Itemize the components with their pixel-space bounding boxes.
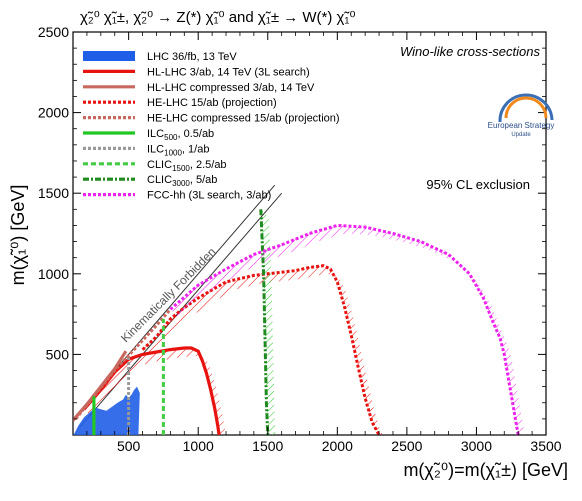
legend: LHC 36/fb, 13 TeV HL-LHC 3/ab, 14 TeV (3L… — [83, 51, 340, 202]
y-axis-label: m(χ̃₁⁰) [GeV] — [8, 185, 28, 286]
y-tick-label-0: 500 — [46, 346, 70, 362]
logo-line2: Update — [511, 132, 531, 138]
series-9-line — [169, 223, 520, 435]
y-tick-label-2: 1500 — [38, 185, 69, 201]
legend-label-0: LHC 36/fb, 13 TeV — [147, 51, 237, 63]
series-1-line — [82, 346, 221, 435]
x-axis-label: m(χ̃₂⁰)=m(χ̃₁±) [GeV] — [403, 460, 568, 480]
series-0-band — [73, 386, 140, 435]
axes: 500 1000 1500 2000 2500 3000 3500 500 1000 1500 20… — [38, 24, 562, 454]
x-tick-label-4: 2500 — [391, 438, 422, 454]
series-9-hatch — [170, 225, 525, 435]
series-3-hatch — [142, 265, 383, 435]
x-tick-label-1: 1000 — [183, 438, 214, 454]
y-tick-label-4: 2500 — [38, 24, 69, 40]
legend-swatch-0 — [83, 51, 135, 61]
x-tick-label-6: 3500 — [530, 438, 561, 454]
legend-label-7: CLIC1500, 2.5/ab — [147, 159, 227, 173]
european-strategy-logo: European Strategy Update — [488, 93, 555, 138]
legend-label-1: HL-LHC 3/ab, 14 TeV (3L search) — [147, 66, 310, 78]
x-tick-label-3: 2000 — [322, 438, 353, 454]
legend-label-5: ILC500, 0.5/ab — [147, 128, 214, 142]
plot-area: Kinematically Forbidden — [73, 184, 525, 435]
series-8-line — [259, 209, 270, 435]
x-tick-label-5: 3000 — [461, 438, 492, 454]
wino-annotation: Wino-like cross-sections — [400, 44, 541, 59]
legend-label-2: HL-LHC compressed 3/ab, 14 TeV — [147, 82, 315, 94]
legend-label-9: FCC-hh (3L search, 3/ab) — [147, 190, 271, 202]
x-tick-label-2: 1500 — [252, 438, 283, 454]
legend-label-6: ILC1000, 1/ab — [147, 143, 209, 157]
legend-label-8: CLIC3000, 5/ab — [147, 174, 217, 188]
legend-label-3: HE-LHC 15/ab (projection) — [147, 97, 277, 109]
cl-annotation: 95% CL exclusion — [426, 177, 530, 192]
legend-label-4: HE-LHC compressed 15/ab (projection) — [147, 113, 340, 125]
chart-title: χ̃₂⁰ χ̃₁±, χ̃₂⁰ → Z(*) χ̃₁⁰ and χ̃₁± → W… — [80, 9, 356, 26]
x-tick-label-0: 500 — [117, 438, 141, 454]
series-8-hatch — [260, 209, 276, 435]
series-4-line — [74, 308, 172, 420]
y-tick-label-1: 1000 — [38, 266, 69, 282]
logo-line1: European Strategy — [488, 121, 555, 130]
y-tick-label-3: 2000 — [38, 105, 69, 121]
